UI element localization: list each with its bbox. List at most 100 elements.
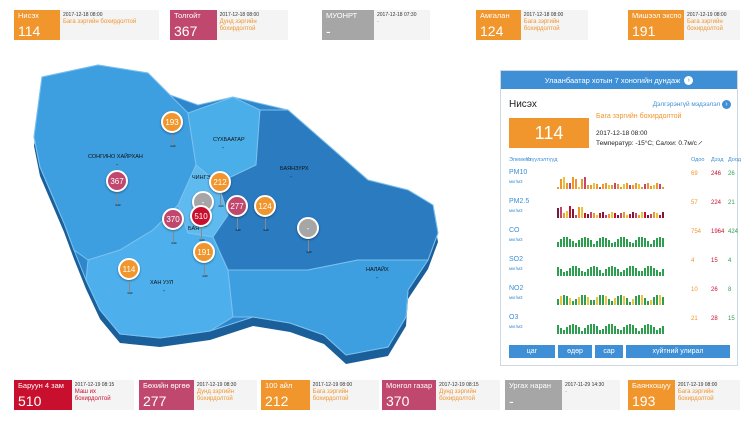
pollutant-row: NO2 мкг/м3 10 26 8 (509, 285, 731, 313)
trend-sparkline (557, 287, 677, 305)
station-card-muonrt[interactable]: МУОНРТ - 2017-12-18 07:30 - (322, 10, 430, 40)
aqi-value: 114 (18, 23, 41, 39)
timestamp: 2017-12-19 08:00 (687, 12, 727, 18)
aqi-value: 510 (18, 393, 42, 409)
pollutant-unit: мкг/м3 (509, 295, 523, 300)
district-label-nalaikh: НАЛАЙХ (366, 267, 389, 273)
district-dash: - (376, 275, 379, 282)
pollutant-unit: мкг/м3 (509, 208, 523, 213)
col-max: Дээд (711, 157, 724, 163)
timestamp: 2017-12-19 08:15 (74, 382, 115, 388)
detail-link[interactable]: Дэлгэрэнгүй мэдээлэл › (653, 100, 731, 109)
timestamp: 2017-12-18 08:00 (63, 12, 103, 18)
value-max: 15 (711, 258, 718, 264)
station-card-misheel-expo[interactable]: Мишээл экспо 191 2017-12-19 08:00 Бага з… (628, 10, 740, 40)
pollutant-name: CO (509, 227, 520, 234)
aqi-box: Мишээл экспо 191 (628, 10, 684, 40)
pollutant-row: PM10 мкг/м3 69 246 26 (509, 169, 735, 197)
district-label-bayanzurkh: БАЯНЗҮРХ (280, 166, 309, 172)
panel-header[interactable]: Улаанбаатар хотын 7 хоногийн дундаж › (501, 71, 737, 89)
map-pin[interactable]: 212 (209, 171, 231, 207)
value-now: 754 (691, 229, 702, 235)
status-text: Бага зэргийн бохирдолтой (63, 19, 137, 25)
timestamp: 2017-12-18 07:30 (377, 12, 417, 18)
station-card-amgalan[interactable]: Амгалан 124 2017-12-18 08:00 Бага зэргий… (476, 10, 588, 40)
card-info: 2017-12-19 08:00 Бага зэргийн бохирдолто… (310, 380, 379, 410)
aqi-box: Амгалан 124 (476, 10, 521, 40)
map-pin[interactable]: 370 (162, 208, 184, 244)
timestamp: 2017-12-19 08:15 (439, 382, 479, 388)
station-card-tolgoit[interactable]: Толгойт 367 2017-12-18 08:00 Дунд зэргий… (170, 10, 288, 40)
weather-info: Температур: -15°C; Салхи: 0.7м/с / (596, 140, 703, 147)
value-min: 424 (728, 229, 739, 235)
station-card-100-ail[interactable]: 100 айл 212 2017-12-19 08:00 Бага зэргий… (261, 380, 379, 410)
card-info: 2017-12-19 08:15 Маш их бохирдолтой (72, 380, 134, 410)
timestamp: 2017-11-29 14:30 (565, 382, 605, 388)
col-trend: Үзүүлэлтүүд (526, 157, 558, 163)
map-pin[interactable]: 124 (254, 195, 276, 231)
aqi-value: 114 (509, 118, 589, 148)
map-pin[interactable]: 193 (161, 111, 183, 147)
district-dash: - (290, 174, 293, 181)
tab-month[interactable]: сар (595, 345, 623, 358)
tab-day[interactable]: өдөр (558, 345, 592, 358)
card-info: 2017-12-18 08:00 Дунд зэргийн бохирдолто… (217, 10, 288, 40)
status-text: - (377, 19, 379, 25)
timestamp: 2017-12-19 08:00 (312, 382, 353, 388)
station-card-bayankhoshuu[interactable]: Баянхошуу 193 2017-12-19 08:00 Бага зэрг… (628, 380, 740, 410)
aqi-value: 124 (480, 23, 504, 39)
station-card-mongol-gazar[interactable]: Монгол газар 370 2017-12-19 08:15 Дунд з… (382, 380, 500, 410)
status-text: Бага зэргийн бохирдолтой (687, 19, 723, 32)
pollutant-row: O3 мкг/м3 21 28 15 (509, 314, 735, 342)
station-card-bokhiin-urguu[interactable]: Бөхийн өргөө 277 2017-12-19 08:30 Дунд з… (139, 380, 257, 410)
station-name: Бөхийн өргөө (143, 381, 190, 390)
map-pin[interactable]: 510 (190, 205, 212, 241)
map-pin[interactable]: 191 (193, 241, 215, 277)
weekly-average-panel: Улаанбаатар хотын 7 хоногийн дундаж › Ни… (500, 70, 741, 366)
station-name: Монгол газар (386, 381, 433, 390)
value-max: 224 (711, 200, 722, 206)
district-dash: - (222, 145, 225, 152)
pollutant-name: SO2 (509, 256, 524, 263)
map-pin[interactable]: - (297, 217, 319, 253)
value-min: 26 (728, 171, 735, 177)
station-name: Ургах наран (509, 381, 551, 390)
card-info: 2017-12-19 08:30 Дунд зэргийн бохирдолто… (194, 380, 257, 410)
timestamp: 2017-12-18 08:00 (219, 12, 260, 18)
aqi-box: Баруун 4 зам 510 (14, 380, 72, 410)
status-text: Дунд зэргийн бохирдолтой (196, 389, 234, 402)
value-max: 246 (711, 171, 722, 177)
district-dash: - (116, 162, 119, 169)
pollutant-name: NO2 (509, 285, 524, 292)
value-max: 26 (711, 287, 718, 293)
tab-hour[interactable]: цаг (509, 345, 555, 358)
tab-cold-season[interactable]: хүйтний улирал (626, 345, 730, 358)
panel-title: Улаанбаатар хотын 7 хоногийн дундаж (544, 75, 681, 85)
aqi-box: 100 айл 212 (261, 380, 310, 410)
value-max: 28 (711, 316, 718, 322)
aqi-value: 367 (174, 23, 198, 39)
map-pin[interactable]: 114 (118, 258, 140, 294)
station-name: Мишээл экспо (632, 11, 682, 20)
value-now: 10 (691, 287, 698, 293)
card-info: 2017-12-18 08:00 Бага зэргийн бохирдолто… (521, 10, 588, 40)
card-info: 2017-12-18 07:30 - (374, 10, 419, 40)
col-now: Одоо (691, 157, 705, 163)
aqi-value: 370 (386, 393, 410, 409)
value-now: 57 (691, 200, 698, 206)
station-card-urgakh-naran[interactable]: Ургах наран - 2017-11-29 14:30 - (505, 380, 620, 410)
col-element: Элемент (509, 157, 532, 163)
pollutant-name: PM2.5 (509, 198, 530, 205)
map-pin[interactable]: 277 (226, 195, 248, 231)
aqi-box: Бөхийн өргөө 277 (139, 380, 194, 410)
district-label-songinokhairkhan: СОНГИНО ХАЙРХАН (88, 154, 143, 160)
aqi-value: 191 (632, 23, 656, 39)
aqi-value: - (326, 23, 331, 39)
pollutant-unit: мкг/м3 (509, 237, 523, 242)
station-card-baruun-4-zam[interactable]: Баруун 4 зам 510 2017-12-19 08:15 Маш их… (14, 380, 134, 410)
status-text: Бага зэргийн бохирдолтой (677, 389, 714, 402)
district-label-sukhbaatar: СҮХБААТАР (213, 137, 245, 143)
station-card-nisekh[interactable]: Нисэх 114 2017-12-18 08:00 Бага зэргийн … (14, 10, 159, 40)
aqi-value: 193 (632, 393, 656, 409)
map-pin[interactable]: 367 (106, 170, 128, 206)
